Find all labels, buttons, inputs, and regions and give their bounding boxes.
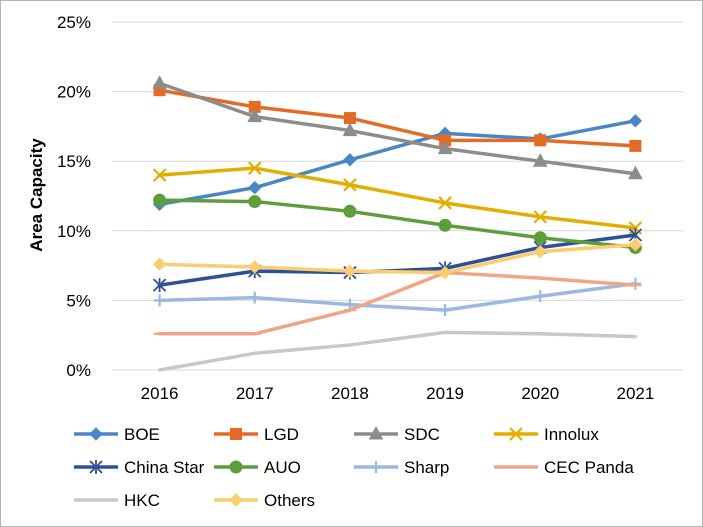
series-others: [152, 238, 643, 280]
legend-item-auo: AUO: [214, 458, 301, 477]
legend-label-sdc: SDC: [404, 425, 440, 444]
series-cec-panda: [153, 270, 642, 336]
series-line-sdc: [157, 81, 638, 176]
data-point-sharp: [153, 294, 166, 307]
data-point-sdc: [152, 75, 167, 89]
y-tick-label: 5%: [66, 291, 91, 310]
legend-marker-sdc: [368, 425, 384, 440]
y-tick-label: 15%: [57, 152, 91, 171]
y-tick-label: 20%: [57, 83, 91, 102]
series-china-star: [152, 227, 643, 293]
data-point-others: [628, 238, 643, 252]
legend-item-sdc: SDC: [354, 425, 440, 444]
legend-label-boe: BOE: [124, 425, 160, 444]
data-point-innolux: [152, 168, 167, 182]
legend-item-boe: BOE: [74, 425, 160, 444]
series-sharp: [153, 277, 642, 317]
y-tick-label: 10%: [57, 222, 91, 241]
data-point-sharp: [248, 291, 261, 304]
axes: 0% 5% 10% 15% 20% 25% 2016 2017 2018 2019 2020 2021: [57, 13, 683, 403]
data-point-boe: [343, 153, 357, 167]
legend-marker-sharp: [370, 461, 382, 473]
legend-item-sharp: Sharp: [354, 458, 449, 477]
legend-marker-boe: [89, 427, 103, 441]
legend-label-innolux: Innolux: [544, 425, 599, 444]
data-point-auo: [533, 231, 547, 245]
data-point-sdc: [532, 153, 548, 167]
data-point-others: [343, 264, 357, 278]
series-line-others: [157, 242, 638, 275]
data-point-auo: [343, 204, 357, 218]
series-line-cec-panda: [157, 270, 638, 336]
series-line-china-star: [157, 233, 638, 287]
data-point-innolux: [533, 210, 548, 224]
legend-marker-china-star: [89, 460, 103, 474]
x-tick-label: 2019: [426, 384, 464, 403]
data-point-sdc: [437, 140, 453, 155]
legend-label-cec-panda: CEC Panda: [544, 458, 634, 477]
legend-label-auo: AUO: [264, 458, 301, 477]
data-point-sharp: [439, 304, 452, 317]
data-point-sharp: [534, 290, 547, 303]
series-line-innolux: [157, 166, 638, 230]
data-point-china-star: [152, 278, 167, 293]
legend-item-cec-panda: CEC Panda: [494, 458, 634, 477]
legend-marker-innolux: [509, 427, 523, 441]
data-point-innolux: [438, 196, 452, 210]
legend: BOE LGD SDC Innolux China Star AUO Sharp CEC Pa…: [74, 425, 634, 510]
series-auo: [153, 193, 642, 255]
legend-marker-auo: [229, 460, 243, 474]
x-tick-label: 2021: [617, 384, 655, 403]
data-point-boe: [628, 114, 643, 128]
legend-item-hkc: HKC: [74, 491, 160, 510]
legend-marker-lgd: [230, 428, 242, 440]
data-point-auo: [438, 218, 452, 232]
series-line-hkc: [157, 330, 638, 372]
y-tick-label: 0%: [66, 361, 91, 380]
legend-label-china-star: China Star: [124, 458, 205, 477]
data-point-lgd: [343, 112, 356, 125]
series-layer: [152, 75, 643, 372]
legend-item-others: Others: [214, 491, 315, 510]
x-tick-label: 2017: [236, 384, 274, 403]
y-tick-label: 25%: [57, 13, 91, 32]
data-point-others: [152, 257, 167, 271]
data-point-others: [533, 244, 547, 259]
series-sdc: [152, 75, 643, 180]
legend-label-sharp: Sharp: [404, 458, 449, 477]
series-line-auo: [157, 198, 638, 250]
data-point-others: [248, 260, 262, 274]
data-point-auo: [248, 195, 262, 209]
data-point-sdc: [247, 108, 263, 123]
x-tick-label: 2016: [141, 384, 179, 403]
series-innolux: [152, 161, 643, 235]
y-axis-title: Area Capacity: [27, 138, 46, 252]
data-point-lgd: [629, 139, 642, 152]
legend-label-lgd: LGD: [264, 425, 299, 444]
legend-label-others: Others: [264, 491, 315, 510]
data-point-lgd: [534, 134, 547, 147]
legend-item-lgd: LGD: [214, 425, 299, 444]
data-point-boe: [248, 180, 262, 195]
series-hkc: [157, 330, 638, 372]
series-lgd: [153, 84, 642, 152]
legend-label-hkc: HKC: [124, 491, 160, 510]
legend-item-china-star: China Star: [74, 458, 205, 477]
series-line-boe: [157, 119, 638, 207]
series-line-lgd: [157, 88, 638, 148]
series-line-sharp: [157, 281, 638, 312]
gridlines: [112, 21, 683, 301]
legend-marker-others: [229, 493, 243, 507]
legend-item-innolux: Innolux: [494, 425, 599, 444]
x-tick-label: 2018: [331, 384, 369, 403]
x-tick-label: 2020: [521, 384, 559, 403]
data-point-sdc: [628, 165, 643, 180]
data-point-auo: [153, 193, 167, 207]
data-point-sdc: [342, 122, 358, 137]
data-point-innolux: [343, 178, 357, 192]
data-point-innolux: [247, 161, 262, 175]
data-point-others: [438, 265, 452, 280]
